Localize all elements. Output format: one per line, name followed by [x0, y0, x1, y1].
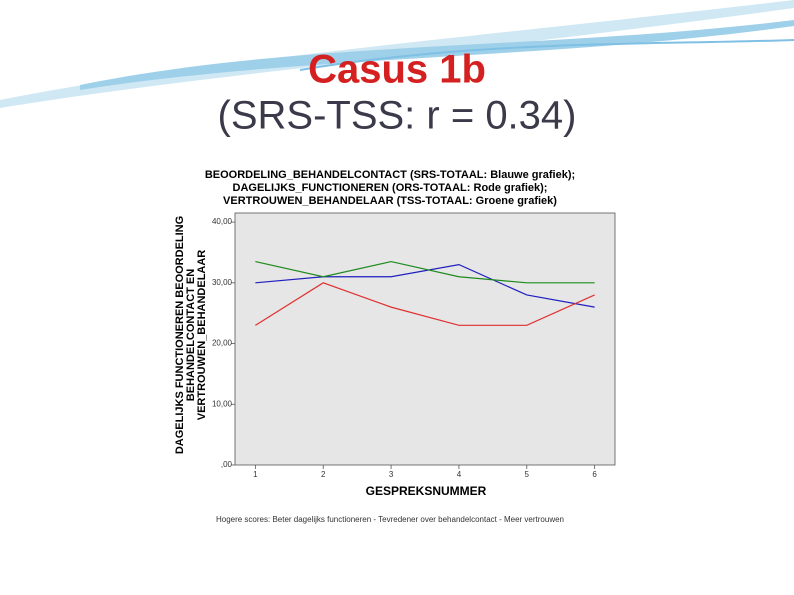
x-tick-label: 2 [321, 470, 326, 479]
plot-area [234, 212, 616, 466]
x-tick-label: 1 [253, 470, 258, 479]
chart-title: DAGELIJKS_FUNCTIONEREN (ORS-TOTAAL: Rode… [233, 182, 548, 194]
y-tick-label: 30,00 [212, 278, 233, 287]
line [255, 263, 595, 308]
y-axis-label: BEHANDELCONTACT EN [185, 269, 197, 401]
x-tick-label: 6 [592, 470, 597, 479]
y-axis-label: VERTROUWEN_BEHANDELAAR [196, 250, 208, 421]
decor [299, 39, 794, 71]
y-axis-label: DAGELIJKS FUNCTIONEREN BEOORDELING [174, 216, 186, 454]
line [255, 260, 595, 284]
x-tick-label: 3 [389, 470, 394, 479]
chart-title: VERTROUWEN_BEHANDELAAR (TSS-TOTAAL: Groe… [223, 195, 557, 207]
line [255, 282, 595, 326]
x-tick-label: 4 [457, 470, 462, 479]
footnote: Hogere scores: Beter dagelijks functione… [216, 515, 564, 524]
y-tick-label: 20,00 [212, 339, 233, 348]
chart-title: BEOORDELING_BEHANDELCONTACT (SRS-TOTAAL:… [205, 169, 575, 181]
x-axis-label: GESPREKSNUMMER [366, 484, 487, 498]
y-tick-label: ,00 [221, 460, 233, 469]
y-tick-label: 10,00 [212, 399, 233, 408]
slide-title: Casus 1b [308, 48, 486, 92]
slide-subtitle: (SRS-TSS: r = 0.34) [218, 94, 577, 138]
y-tick-label: 40,00 [212, 217, 233, 226]
x-tick-label: 5 [525, 470, 530, 479]
decor [80, 20, 794, 90]
